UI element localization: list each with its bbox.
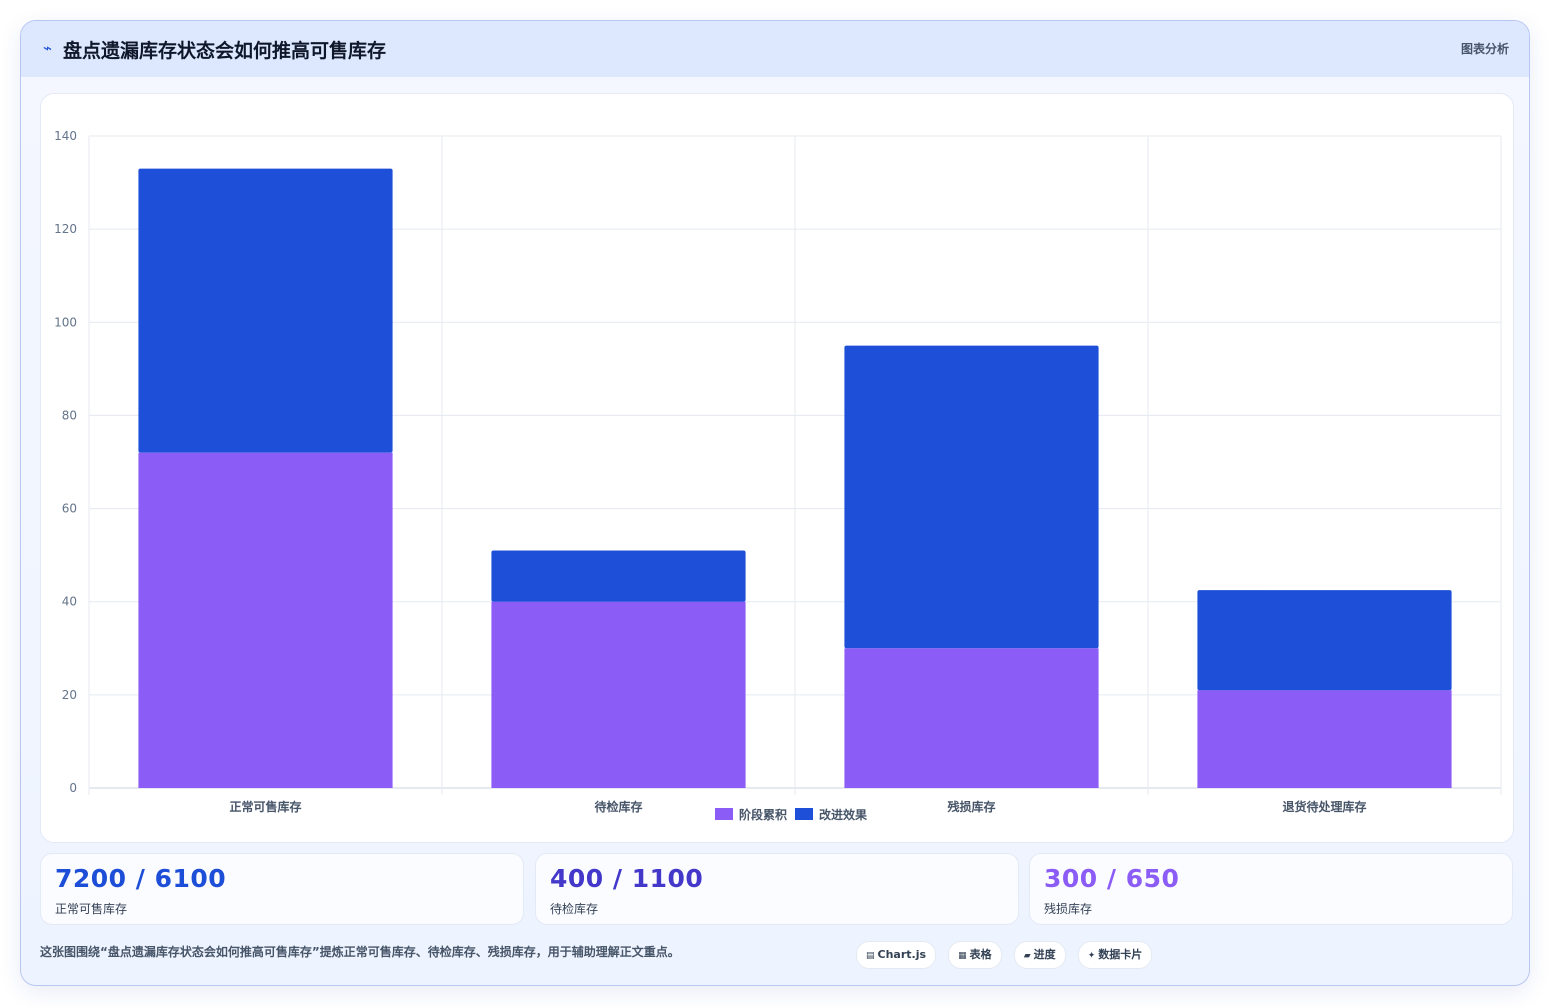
y-tick-label: 40 <box>62 595 77 609</box>
stat-label: 待检库存 <box>550 902 599 916</box>
bar-segment <box>1197 690 1452 788</box>
chart-card: ⌁ 盘点遗漏库存状态会如何推高可售库存 图表分析 0 20 40 60 80 100 120… <box>20 20 1530 986</box>
stat-label: 正常可售库存 <box>55 902 128 916</box>
bar-segment <box>138 168 393 453</box>
bar-segment <box>844 345 1099 649</box>
chip-label: Chart.js <box>877 948 927 961</box>
bar-segment <box>491 601 746 788</box>
progress-icon: ▰ <box>1023 951 1031 961</box>
stat-card: 400 / 1100 待检库存 <box>535 853 1019 925</box>
chip-label: 表格 <box>969 948 992 961</box>
x-tick-label: 正常可售库存 <box>229 799 301 814</box>
table-icon: ▦ <box>958 951 967 961</box>
y-tick-label: 140 <box>54 129 77 143</box>
bar-segment <box>1197 590 1452 691</box>
legend-label: 改进效果 <box>819 807 867 822</box>
stat-value: 300 / 650 <box>1044 864 1180 893</box>
x-tick-label: 退货待处理库存 <box>1282 799 1366 814</box>
chip-label: 数据卡片 <box>1098 948 1143 961</box>
stat-value: 400 / 1100 <box>550 864 704 893</box>
chip-progress[interactable]: ▰ 进度 <box>1013 941 1066 969</box>
chip-label: 进度 <box>1033 948 1056 961</box>
stat-card: 300 / 650 残损库存 <box>1029 853 1513 925</box>
legend-label: 阶段累积 <box>739 807 787 822</box>
wave-icon: ⌁ <box>43 39 53 57</box>
stat-card: 7200 / 6100 正常可售库存 <box>40 853 524 925</box>
legend-swatch <box>715 808 733 820</box>
chart-title: 盘点遗漏库存状态会如何推高可售库存 <box>63 40 387 62</box>
chart-analysis-tag: 图表分析 <box>1460 42 1509 56</box>
chip-table[interactable]: ▦ 表格 <box>948 941 1002 969</box>
y-tick-label: 80 <box>62 408 77 422</box>
legend-swatch <box>795 808 813 820</box>
y-tick-label: 120 <box>54 222 77 236</box>
y-tick-label: 100 <box>54 315 77 329</box>
chip-chartjs[interactable]: ▤ Chart.js <box>856 941 937 969</box>
chart-panel: 0 20 40 60 80 100 120 140 正常可售库存 待检库存 残损库存 退货待处理库存阶… <box>40 93 1514 843</box>
stat-label: 残损库存 <box>1044 902 1093 916</box>
stacked-bar-chart: 0 20 40 60 80 100 120 140 正常可售库存 待检库存 残损库存 退货待处理库存阶… <box>54 129 1502 822</box>
chart-icon: ▤ <box>866 951 875 961</box>
feature-chips: ▤ Chart.js ▦ 表格 ▰ 进度 ✦ 数据卡片 <box>856 941 1159 969</box>
footer-note: 这张图围绕“盘点遗漏库存状态会如何推高可售库存”提炼正常可售库存、待检库存、残损… <box>40 945 680 959</box>
x-tick-label: 待检库存 <box>594 799 642 814</box>
chip-data-card[interactable]: ✦ 数据卡片 <box>1077 941 1153 969</box>
x-tick-label: 残损库存 <box>947 799 995 814</box>
stat-cards: 7200 / 6100 正常可售库存 400 / 1100 待检库存 300 /… <box>40 853 1514 927</box>
sparkle-icon: ✦ <box>1087 951 1096 961</box>
bar-segment <box>844 648 1099 788</box>
bar-segment <box>138 452 393 788</box>
y-tick-label: 20 <box>62 688 77 702</box>
y-tick-label: 0 <box>69 781 77 795</box>
card-header: ⌁ 盘点遗漏库存状态会如何推高可售库存 图表分析 <box>21 21 1529 77</box>
stat-value: 7200 / 6100 <box>55 864 227 893</box>
y-tick-label: 60 <box>62 502 77 516</box>
bar-segment <box>491 550 746 602</box>
